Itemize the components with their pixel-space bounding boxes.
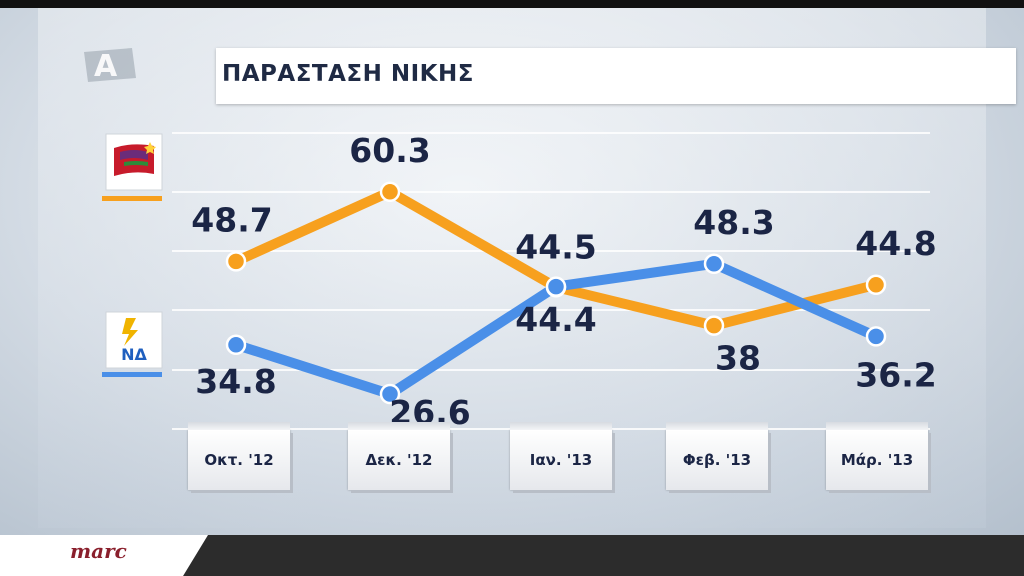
nd-color-swatch	[102, 372, 162, 377]
category-label-0: Οκτ. '12	[188, 422, 290, 490]
alpha-channel-logo-icon: A	[80, 44, 140, 86]
title-bar	[216, 48, 1016, 104]
series-1-point-1	[379, 383, 401, 405]
series-1-point-2	[545, 276, 567, 297]
syriza-flag-logo-icon	[104, 132, 164, 192]
category-label-2: Ιαν. '13	[510, 422, 612, 490]
nd-logo-label: ΝΔ	[121, 345, 147, 364]
syriza-color-swatch	[102, 196, 162, 201]
series-0-point-0	[225, 251, 247, 272]
source-badge	[0, 535, 208, 576]
series-0-point-1	[379, 181, 401, 203]
source-logo-label: marc	[70, 539, 127, 563]
series-1-data-label-0: 34.8	[195, 362, 276, 401]
series-0-data-label-1: 60.3	[349, 131, 430, 170]
svg-text:A: A	[94, 49, 118, 84]
category-label-4: Μάρ. '13	[826, 422, 928, 490]
nd-logo-icon: ΝΔ	[104, 310, 164, 370]
series-1-point-0	[225, 334, 247, 356]
series-1-point-4	[865, 326, 887, 347]
series-1-data-label-4: 36.2	[855, 355, 936, 394]
series-0-point-4	[865, 274, 887, 296]
category-label-3: Φεβ. '13	[666, 422, 768, 490]
category-label-1: Δεκ. '12	[348, 422, 450, 490]
series-0-data-label-3: 38	[715, 339, 761, 378]
chart-title: ΠΑΡΑΣΤΑΣΗ ΝΙΚΗΣ	[222, 61, 474, 87]
series-0-data-label-4: 44.8	[855, 224, 936, 263]
series-0-data-label-0: 48.7	[191, 200, 272, 239]
series-1-point-3	[703, 253, 725, 275]
top-strip	[0, 0, 1024, 8]
series-1-data-label-3: 48.3	[693, 203, 774, 242]
series-0-data-label-2: 44.4	[515, 300, 596, 339]
series-0-point-3	[703, 315, 725, 336]
chart-gridlines	[172, 132, 930, 430]
chart-points	[225, 181, 887, 405]
series-1-data-label-2: 44.5	[515, 228, 596, 267]
